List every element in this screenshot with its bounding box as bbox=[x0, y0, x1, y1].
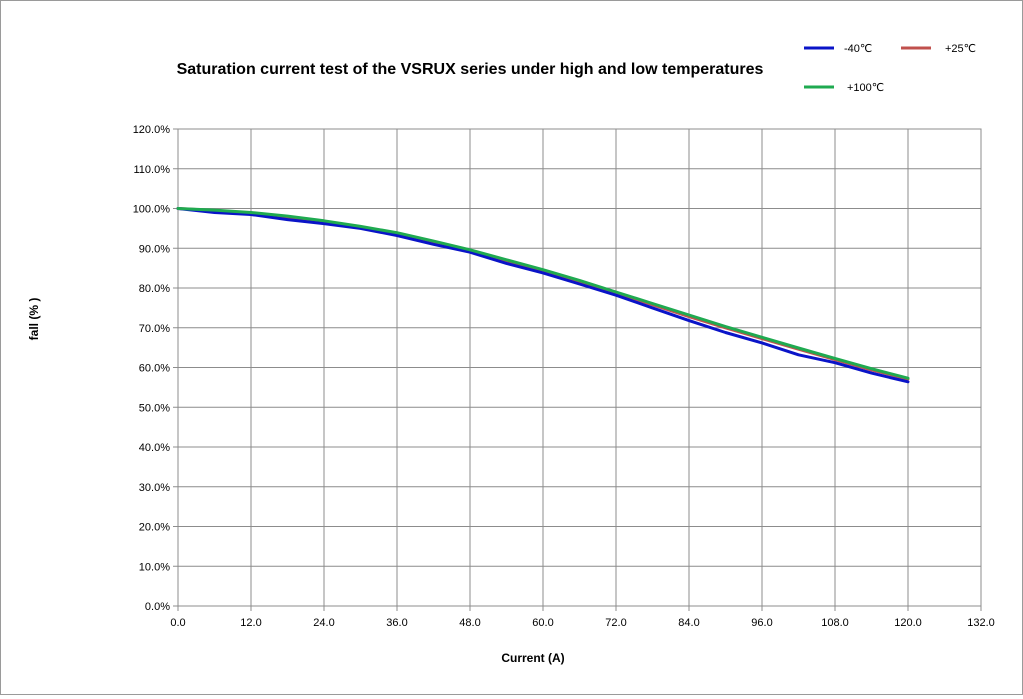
x-tick-label: 12.0 bbox=[240, 617, 261, 629]
x-tick-label: 24.0 bbox=[313, 617, 334, 629]
x-tick-label: 108.0 bbox=[821, 617, 849, 629]
y-tick-label: 80.0% bbox=[139, 283, 170, 295]
series-line-2 bbox=[176, 207, 910, 380]
y-axis-ticks: 0.0% 10.0% 20.0% 30.0% 40.0% 50.0% 60.0% 70.0% 8… bbox=[133, 124, 178, 613]
y-tick-label: 110.0% bbox=[134, 164, 171, 176]
y-tick-label: 120.0% bbox=[133, 124, 171, 136]
x-tick-label: 36.0 bbox=[386, 617, 407, 629]
x-tick-label: 84.0 bbox=[678, 617, 699, 629]
x-axis-label: Current (A) bbox=[501, 651, 564, 665]
y-axis-label: fall (% ) bbox=[27, 298, 41, 341]
chart-title: Saturation current test of the VSRUX ser… bbox=[177, 61, 764, 78]
series-lines bbox=[176, 207, 910, 384]
x-tick-label: 48.0 bbox=[459, 617, 480, 629]
x-tick-label: 60.0 bbox=[532, 617, 553, 629]
x-axis-ticks: 0.0 12.0 24.0 36.0 48.0 60.0 72.0 84.0 96.0 108.0… bbox=[170, 606, 995, 629]
x-tick-label: 132.0 bbox=[967, 617, 995, 629]
y-tick-label: 50.0% bbox=[139, 402, 170, 414]
y-tick-label: 60.0% bbox=[139, 363, 170, 375]
x-tick-label: 120.0 bbox=[894, 617, 922, 629]
y-tick-label: 70.0% bbox=[139, 323, 170, 335]
series-line-0 bbox=[176, 207, 910, 384]
legend: -40℃ +25℃ +100℃ bbox=[804, 43, 976, 94]
y-tick-label: 40.0% bbox=[139, 442, 170, 454]
gridlines bbox=[177, 128, 982, 607]
y-tick-label: 100.0% bbox=[133, 204, 171, 216]
y-tick-label: 20.0% bbox=[139, 522, 170, 534]
legend-label: +100℃ bbox=[847, 82, 884, 94]
x-tick-label: 0.0 bbox=[170, 617, 185, 629]
y-tick-label: 0.0% bbox=[145, 601, 170, 613]
x-tick-label: 96.0 bbox=[751, 617, 772, 629]
legend-label: -40℃ bbox=[844, 43, 872, 55]
legend-label: +25℃ bbox=[945, 43, 976, 55]
x-tick-label: 72.0 bbox=[605, 617, 626, 629]
y-tick-label: 30.0% bbox=[139, 482, 170, 494]
y-tick-label: 10.0% bbox=[139, 561, 170, 573]
y-tick-label: 90.0% bbox=[139, 243, 170, 255]
